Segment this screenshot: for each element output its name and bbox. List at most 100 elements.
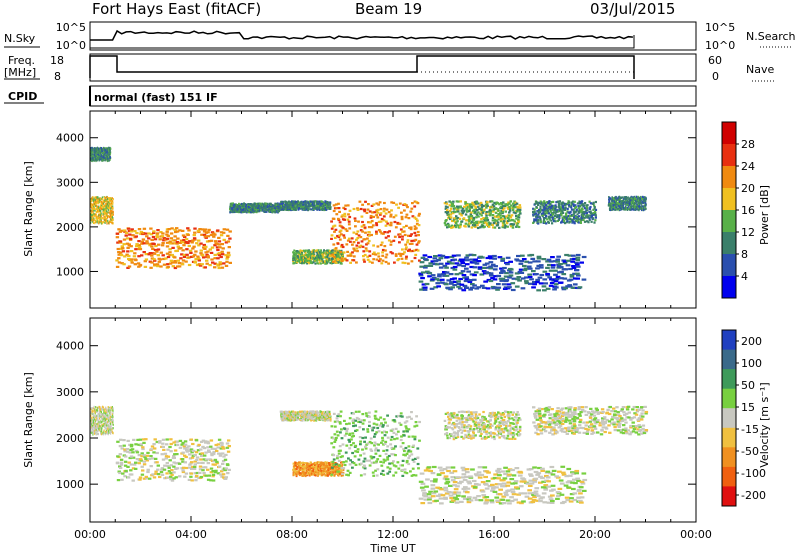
velocity-cell xyxy=(183,461,187,464)
power-cell xyxy=(327,249,330,252)
velocity-cell xyxy=(94,427,96,430)
power-cell xyxy=(369,221,373,224)
power-cell xyxy=(456,285,461,288)
power-cell xyxy=(430,260,436,263)
power-cell xyxy=(320,203,323,206)
power-cell xyxy=(138,246,142,249)
velocity-cell xyxy=(220,444,224,447)
velocity-cell xyxy=(148,477,152,480)
power-cell xyxy=(387,235,390,238)
power-cell xyxy=(549,213,552,216)
power-cell xyxy=(582,211,585,214)
velocity-cell xyxy=(138,478,142,481)
power-cell xyxy=(106,199,108,202)
velocity-cell xyxy=(108,428,110,431)
power-cell xyxy=(314,200,317,203)
power-cell xyxy=(297,256,300,259)
power-cell xyxy=(413,249,417,252)
power-cell xyxy=(328,257,331,260)
power-cell xyxy=(457,210,460,213)
power-cell xyxy=(233,208,235,211)
power-cell xyxy=(407,234,410,237)
power-cell xyxy=(260,209,263,212)
velocity-cell xyxy=(99,426,101,429)
power-cell xyxy=(557,214,560,217)
velocity-cell xyxy=(123,448,127,451)
power-cell xyxy=(583,207,587,210)
power-cell xyxy=(505,220,509,223)
power-cell xyxy=(560,206,563,209)
power-cell xyxy=(619,205,621,208)
velocity-cell xyxy=(199,475,204,479)
power-cell xyxy=(629,196,631,200)
freq-unit-label: [MHz] xyxy=(4,66,36,79)
power-cell xyxy=(150,245,154,248)
power-cell xyxy=(503,207,506,210)
power-cell xyxy=(301,201,303,204)
power-cell xyxy=(384,236,388,239)
power-cell xyxy=(340,259,344,263)
power-cell xyxy=(101,217,103,220)
power-cell xyxy=(496,208,499,211)
power-cell xyxy=(320,200,323,203)
power-cell xyxy=(569,217,572,220)
power-colorbar-swatch xyxy=(722,188,736,211)
power-cell xyxy=(500,278,506,281)
velocity-cell xyxy=(98,428,100,431)
velocity-cell xyxy=(99,406,101,409)
power-cell xyxy=(564,222,567,225)
power-cell xyxy=(516,276,522,279)
velocity-cell xyxy=(102,405,104,408)
power-cell xyxy=(297,200,299,203)
power-cell xyxy=(545,201,548,204)
power-cell xyxy=(470,205,473,208)
power-cell xyxy=(377,220,381,223)
power-cell xyxy=(95,149,97,152)
power-colorbar-tick-label: 28 xyxy=(741,138,755,151)
velocity-cell xyxy=(146,468,150,471)
power-cell xyxy=(129,230,134,233)
power-cell xyxy=(482,222,486,225)
power-cell xyxy=(539,205,542,208)
power-cell xyxy=(215,263,220,266)
power-cell xyxy=(405,204,408,207)
power-cell xyxy=(375,214,378,217)
power-cell xyxy=(205,240,210,243)
power-cell xyxy=(131,234,135,237)
velocity-cell xyxy=(97,414,99,417)
power-cell xyxy=(332,209,336,213)
velocity-cell xyxy=(102,415,104,418)
velocity-cell xyxy=(284,417,286,420)
power-cell xyxy=(99,216,101,220)
power-cell xyxy=(292,251,294,254)
power-cell xyxy=(95,204,97,208)
power-cell xyxy=(579,221,582,224)
velocity-cell xyxy=(151,457,155,460)
power-cell xyxy=(298,252,301,255)
power-cell xyxy=(159,265,163,268)
power-cell xyxy=(536,220,539,223)
power-cell xyxy=(268,210,271,213)
power-cell xyxy=(344,204,348,207)
power-cell xyxy=(107,208,109,211)
power-cell xyxy=(555,258,561,261)
velocity-cell xyxy=(93,417,95,420)
power-cell xyxy=(99,221,101,224)
power-cell xyxy=(503,223,507,226)
power-cell xyxy=(501,224,505,227)
power-cell xyxy=(507,207,510,211)
power-cell xyxy=(355,261,358,264)
power-cell xyxy=(100,204,103,207)
power-cell xyxy=(459,283,465,286)
power-cell xyxy=(158,258,163,261)
power-cell xyxy=(97,154,99,158)
power-cell xyxy=(594,216,597,219)
velocity-cell xyxy=(153,447,157,450)
velocity-cell xyxy=(106,431,108,434)
velocity-cell xyxy=(210,447,214,450)
power-cell xyxy=(342,251,346,254)
power-cell xyxy=(631,207,633,211)
power-cell xyxy=(292,262,295,265)
power-cell xyxy=(379,220,383,223)
velocity-cell xyxy=(109,418,111,422)
